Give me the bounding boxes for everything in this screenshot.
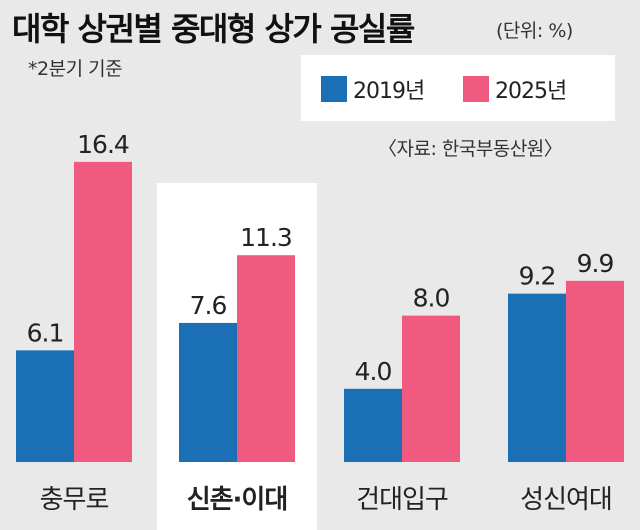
data-label-konkuk-univ-2025: 8.0 — [413, 284, 450, 313]
bar-sungshin-univ-2019 — [508, 293, 566, 462]
category-label-sinchon-ewha: 신촌·이대 — [187, 485, 288, 515]
data-label-sungshin-univ-2019: 9.2 — [519, 262, 556, 291]
legend-swatch-2025 — [463, 76, 489, 102]
unit-label: (단위: %) — [496, 20, 573, 42]
bar-chungmuro-2025 — [74, 161, 132, 462]
legend: 2019년 2025년 — [301, 55, 615, 121]
bar-sinchon-ewha-2025 — [237, 255, 295, 462]
legend-item-2019: 2019년 — [321, 75, 425, 104]
category-label-sungshin-univ: 성신여대 — [520, 485, 612, 515]
footnote: *2분기 기준 — [28, 58, 123, 80]
bar-sungshin-univ-2025 — [566, 280, 624, 462]
category-label-konkuk-univ: 건대입구 — [356, 485, 448, 515]
legend-label-2025: 2025년 — [495, 79, 567, 104]
chart-title: 대학 상권별 중대형 상가 공실률 — [12, 10, 415, 48]
data-label-konkuk-univ-2019: 4.0 — [355, 357, 392, 386]
data-label-chungmuro-2025: 16.4 — [77, 130, 129, 159]
category-label-chungmuro: 충무로 — [40, 485, 109, 515]
data-label-sinchon-ewha-2025: 11.3 — [240, 223, 292, 252]
bar-sinchon-ewha-2019 — [179, 322, 237, 462]
legend-label-2019: 2019년 — [353, 79, 425, 104]
bar-konkuk-univ-2019 — [344, 388, 402, 462]
legend-item-2025: 2025년 — [463, 75, 567, 104]
data-label-chungmuro-2019: 6.1 — [27, 318, 64, 347]
source-note: 〈자료: 한국부동산원〉 — [378, 138, 563, 160]
bar-konkuk-univ-2025 — [402, 315, 460, 462]
data-label-sinchon-ewha-2019: 7.6 — [190, 291, 227, 320]
legend-swatch-2019 — [321, 76, 347, 102]
data-label-sungshin-univ-2025: 9.9 — [577, 249, 614, 278]
bar-chungmuro-2019 — [16, 350, 74, 462]
